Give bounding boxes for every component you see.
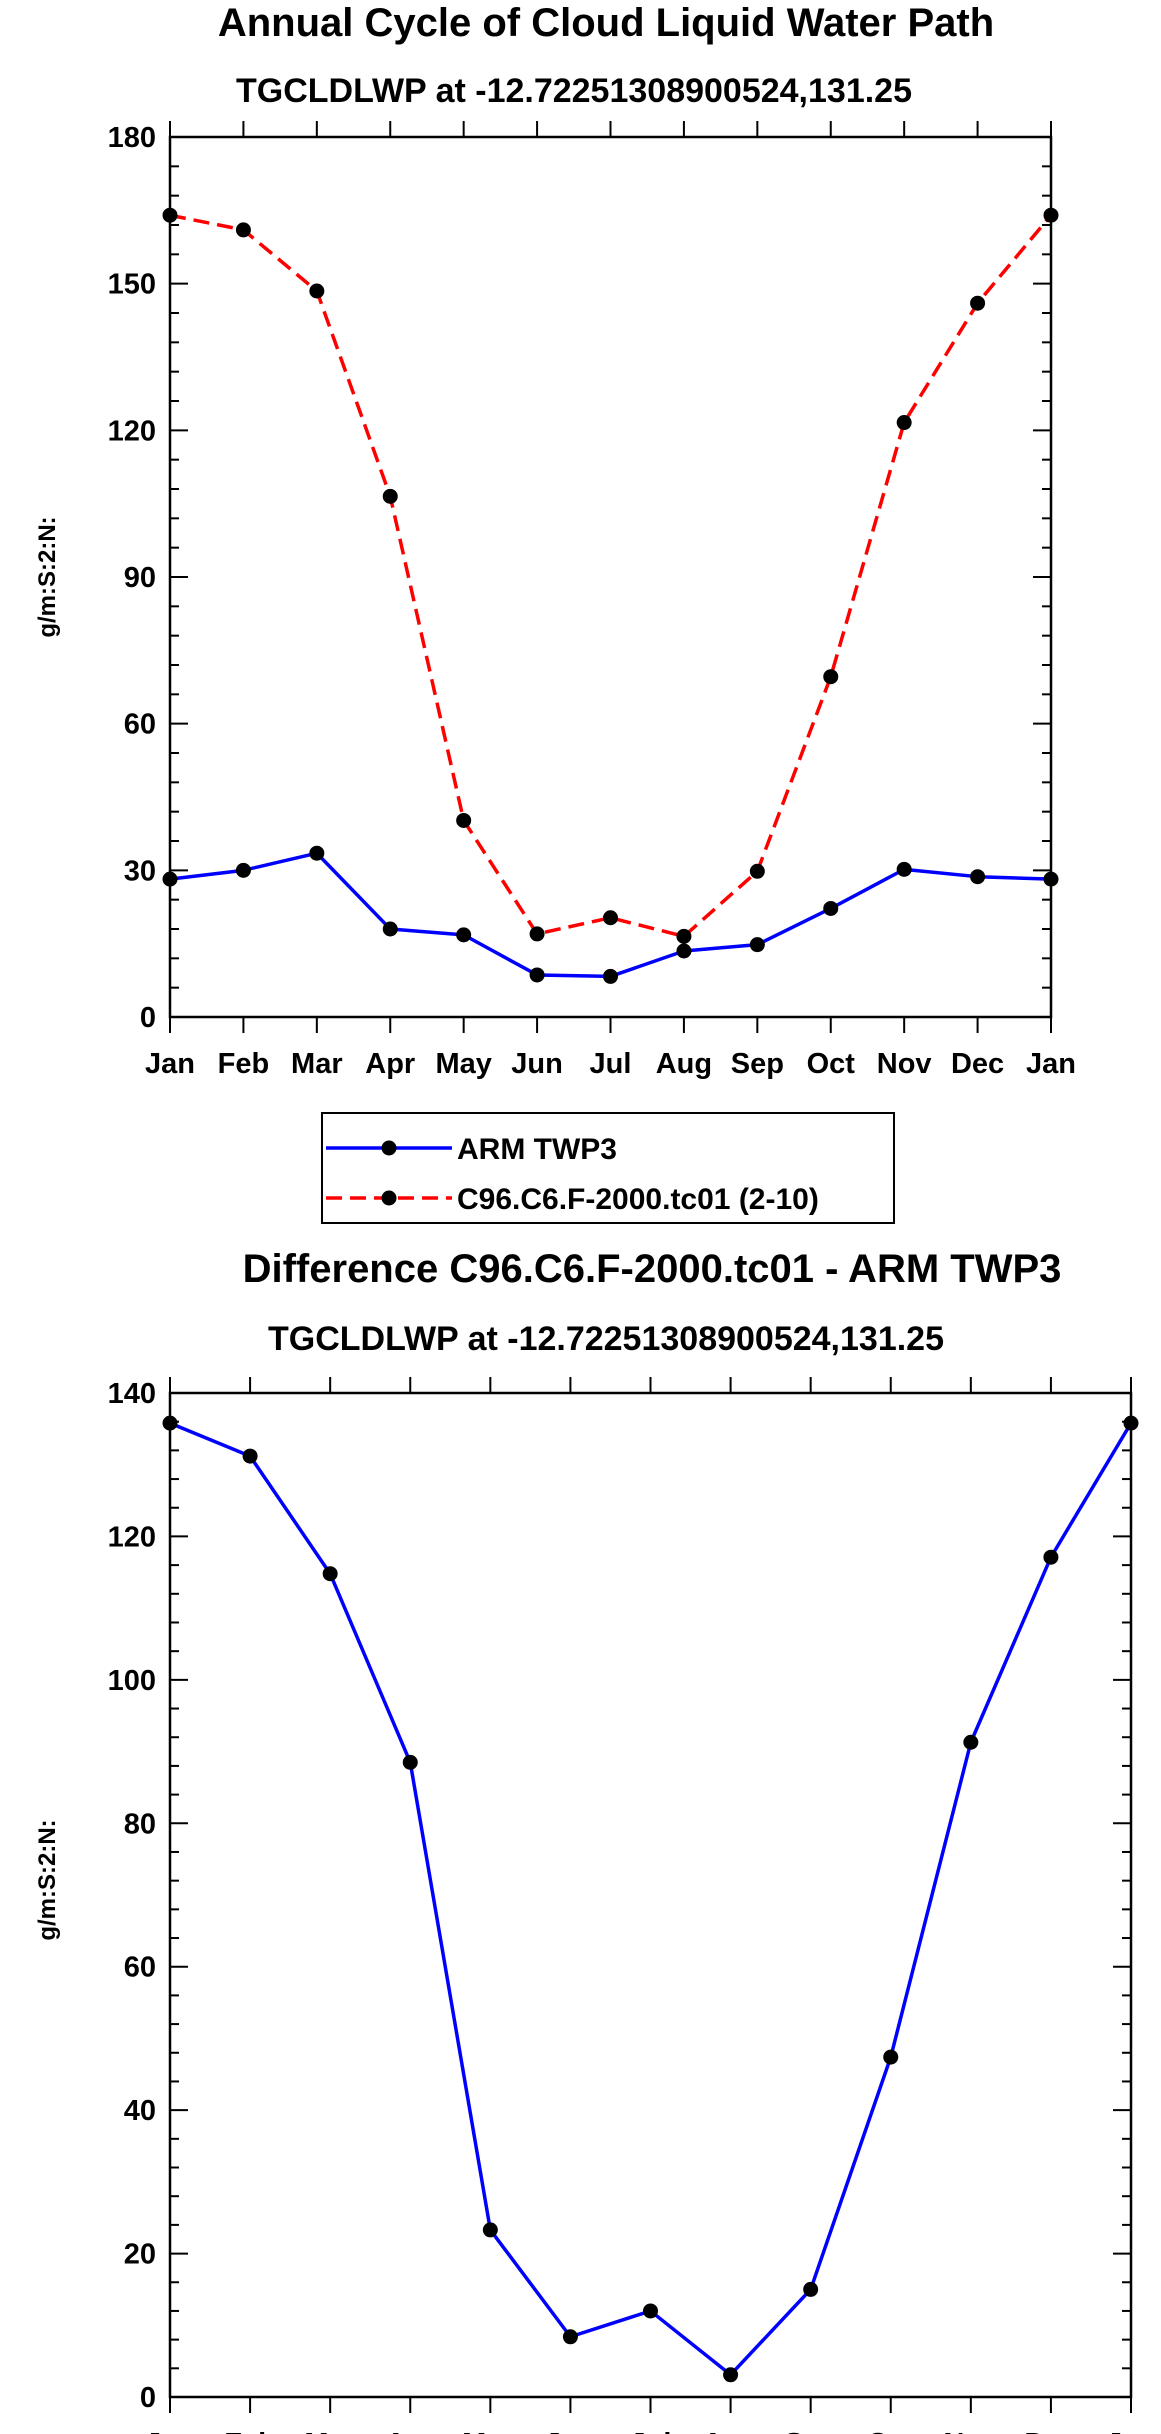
- chart1-x-tick-label: Feb: [218, 1048, 270, 1080]
- chart1-x-tick-label: Apr: [365, 1048, 415, 1080]
- chart1-series-2-point: [456, 812, 472, 828]
- chart1-x-tick-label: Aug: [656, 1048, 712, 1080]
- chart2-x-tick-label: Jun: [545, 2428, 597, 2434]
- chart1-y-tick-label: 0: [140, 1002, 156, 1034]
- chart1-y-tick-label: 60: [124, 709, 156, 741]
- chart1-series-1-point: [896, 861, 912, 877]
- chart1-series-line-2: [169, 213, 1053, 939]
- chart2-x-tick-label: May: [462, 2428, 518, 2434]
- chart1-series-2-point: [676, 928, 692, 944]
- chart2-x-tick-label: Jan: [145, 2428, 195, 2434]
- chart1-series-1-point: [676, 943, 692, 959]
- chart2-series-1-point: [643, 2303, 658, 2319]
- chart1-series-1-point: [970, 869, 986, 885]
- chart2-x-tick-label: Dec: [1024, 2428, 1077, 2434]
- chart2-subtitle: TGCLDLWP at -12.72251308900524,131.25: [268, 1320, 944, 1358]
- chart1-y-tick-label: 120: [108, 415, 156, 447]
- chart1-y-tick-label: 180: [108, 122, 156, 154]
- chart2-x-tick-label: Feb: [224, 2428, 276, 2434]
- chart2-x-tick-label: Apr: [385, 2428, 435, 2434]
- chart2-x-tick-label: Oct: [867, 2428, 916, 2434]
- chart2-y-tick-label: 100: [108, 1665, 156, 1697]
- chart1-x-tick-label: Sep: [731, 1048, 784, 1080]
- chart1-x-tick-label: May: [435, 1048, 491, 1080]
- chart1-series-2-point: [309, 283, 325, 299]
- chart2-series-1-point: [723, 2367, 739, 2383]
- chart2-y-tick-label: 0: [140, 2382, 156, 2414]
- chart2-series-1-point: [322, 1566, 338, 1582]
- chart1-y-tick-label: 90: [124, 562, 156, 594]
- chart1-x-tick-label: Oct: [807, 1048, 856, 1080]
- chart1-subtitle: TGCLDLWP at -12.72251308900524,131.25: [236, 72, 912, 110]
- chart2-series-1-point: [402, 1754, 418, 1770]
- chart1-series-1-point: [603, 968, 618, 984]
- chart1-series-2-point: [529, 926, 545, 942]
- chart1-series-2-point: [162, 207, 178, 223]
- chart1-series-2-point: [749, 863, 765, 879]
- chart1-plot: 0 30 60 90 120 150 180 Jan Feb Mar Apr May Jun Jul Aug…: [108, 121, 1076, 1080]
- chart2-y-tick-label: 20: [124, 2239, 156, 2271]
- chart2-plot: 0 20 40 60 80 100 120 140 Jan Feb Mar Apr May Jun Jul A…: [108, 1377, 1156, 2434]
- chart1-series-1-point: [309, 845, 325, 861]
- chart1-x-tick-label: Dec: [951, 1048, 1004, 1080]
- chart2-series-1-point: [1043, 1549, 1059, 1565]
- chart1-series-2-point: [235, 222, 251, 238]
- chart2-x-tick-label: Sep: [784, 2428, 837, 2434]
- legend-marker-arm: [381, 1140, 397, 1156]
- chart2-y-tick-label: 140: [108, 1378, 156, 1410]
- chart1-series-1-point: [529, 967, 545, 983]
- chart2-plot-frame: [168, 1391, 1133, 2399]
- legend-box: [321, 1112, 895, 1224]
- chart1-series-2-point: [823, 669, 839, 685]
- chart2-y-tick-label: 120: [108, 1521, 156, 1553]
- chart2-x-tick-label: Jan: [1106, 2428, 1156, 2434]
- legend-marker-model: [381, 1190, 397, 1206]
- chart2-x-tick-label: Jul: [630, 2428, 672, 2434]
- chart2-y-tick-label: 40: [124, 2095, 156, 2127]
- chart2-y-axis-label: g/m:S:2:N:: [34, 1819, 61, 1940]
- chart1-y-axis-label: g/m:S:2:N:: [34, 516, 61, 637]
- chart1-x-tick-label: Nov: [877, 1048, 932, 1080]
- legend-label-arm: ARM TWP3: [457, 1133, 617, 1166]
- chart2-series-1-point: [803, 2281, 819, 2297]
- chart2-series-1-point: [162, 1415, 178, 1431]
- chart1-x-tick-label: Jul: [590, 1048, 632, 1080]
- chart1-x-tick-label: Jan: [1026, 1048, 1076, 1080]
- chart1-series-1-point: [1043, 871, 1059, 887]
- chart1-series-2-point: [896, 415, 912, 431]
- chart2-series-1-point: [883, 2049, 899, 2065]
- chart1-x-tick-label: Jun: [511, 1048, 563, 1080]
- chart2-x-tick-label: Nov: [943, 2428, 998, 2434]
- chart2-x-tick-label: Mar: [304, 2428, 356, 2434]
- chart2-y-tick-label: 80: [124, 1808, 156, 1840]
- chart2-series-1-point: [562, 2329, 578, 2345]
- chart2-x-tick-label: Aug: [702, 2428, 758, 2434]
- chart2-series-1-point: [242, 1448, 258, 1464]
- chart2-title: Difference C96.C6.F-2000.tc01 - ARM TWP3: [243, 1247, 1062, 1291]
- chart1-series-1-point: [162, 871, 178, 887]
- chart2-series-1-point: [963, 1734, 979, 1750]
- chart1-series-1-point: [823, 900, 839, 916]
- chart1-series-1-point: [456, 927, 472, 943]
- chart2-y-tick-label: 60: [124, 1952, 156, 1984]
- chart1-x-tick-label: Mar: [291, 1048, 343, 1080]
- chart1-series-2-point: [382, 488, 398, 504]
- chart1-x-tick-label: Jan: [145, 1048, 195, 1080]
- chart2-series-1-point: [1123, 1415, 1139, 1431]
- chart1-series-1-point: [235, 862, 251, 878]
- chart1-y-tick-label: 30: [124, 855, 156, 887]
- chart1-series-2-point: [603, 910, 618, 926]
- chart1-series-1-point: [749, 937, 765, 953]
- chart1-y-tick-label: 150: [108, 269, 156, 301]
- chart1-series-2-point: [970, 295, 986, 311]
- legend-label-model: C96.C6.F-2000.tc01 (2-10): [457, 1183, 819, 1216]
- chart1-series-2-point: [1043, 207, 1059, 223]
- legend: ARM TWP3 C96.C6.F-2000.tc01 (2-10): [321, 1112, 895, 1224]
- chart1-plot-frame: [168, 135, 1053, 1019]
- chart1-title: Annual Cycle of Cloud Liquid Water Path: [218, 1, 994, 45]
- chart2-series-1-point: [482, 2222, 498, 2238]
- chart1-series-1-point: [382, 921, 398, 937]
- chart2-series-line-1: [169, 1421, 1133, 2377]
